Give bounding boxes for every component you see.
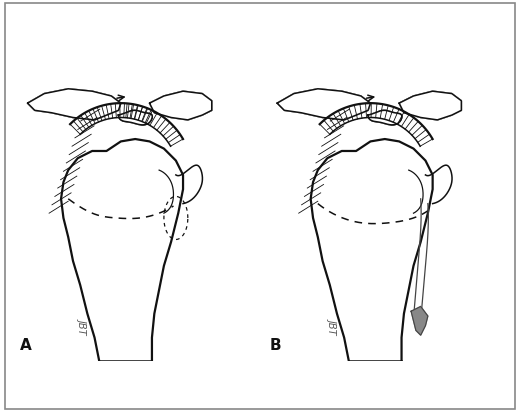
Text: B: B bbox=[270, 337, 282, 352]
Polygon shape bbox=[28, 90, 121, 121]
Polygon shape bbox=[399, 92, 461, 121]
Polygon shape bbox=[150, 92, 212, 121]
Polygon shape bbox=[411, 307, 428, 335]
Text: A: A bbox=[20, 337, 32, 352]
Text: JBT: JBT bbox=[77, 317, 87, 333]
Text: JBT: JBT bbox=[327, 317, 337, 333]
Polygon shape bbox=[368, 111, 401, 126]
Polygon shape bbox=[277, 90, 370, 121]
Polygon shape bbox=[119, 111, 152, 126]
